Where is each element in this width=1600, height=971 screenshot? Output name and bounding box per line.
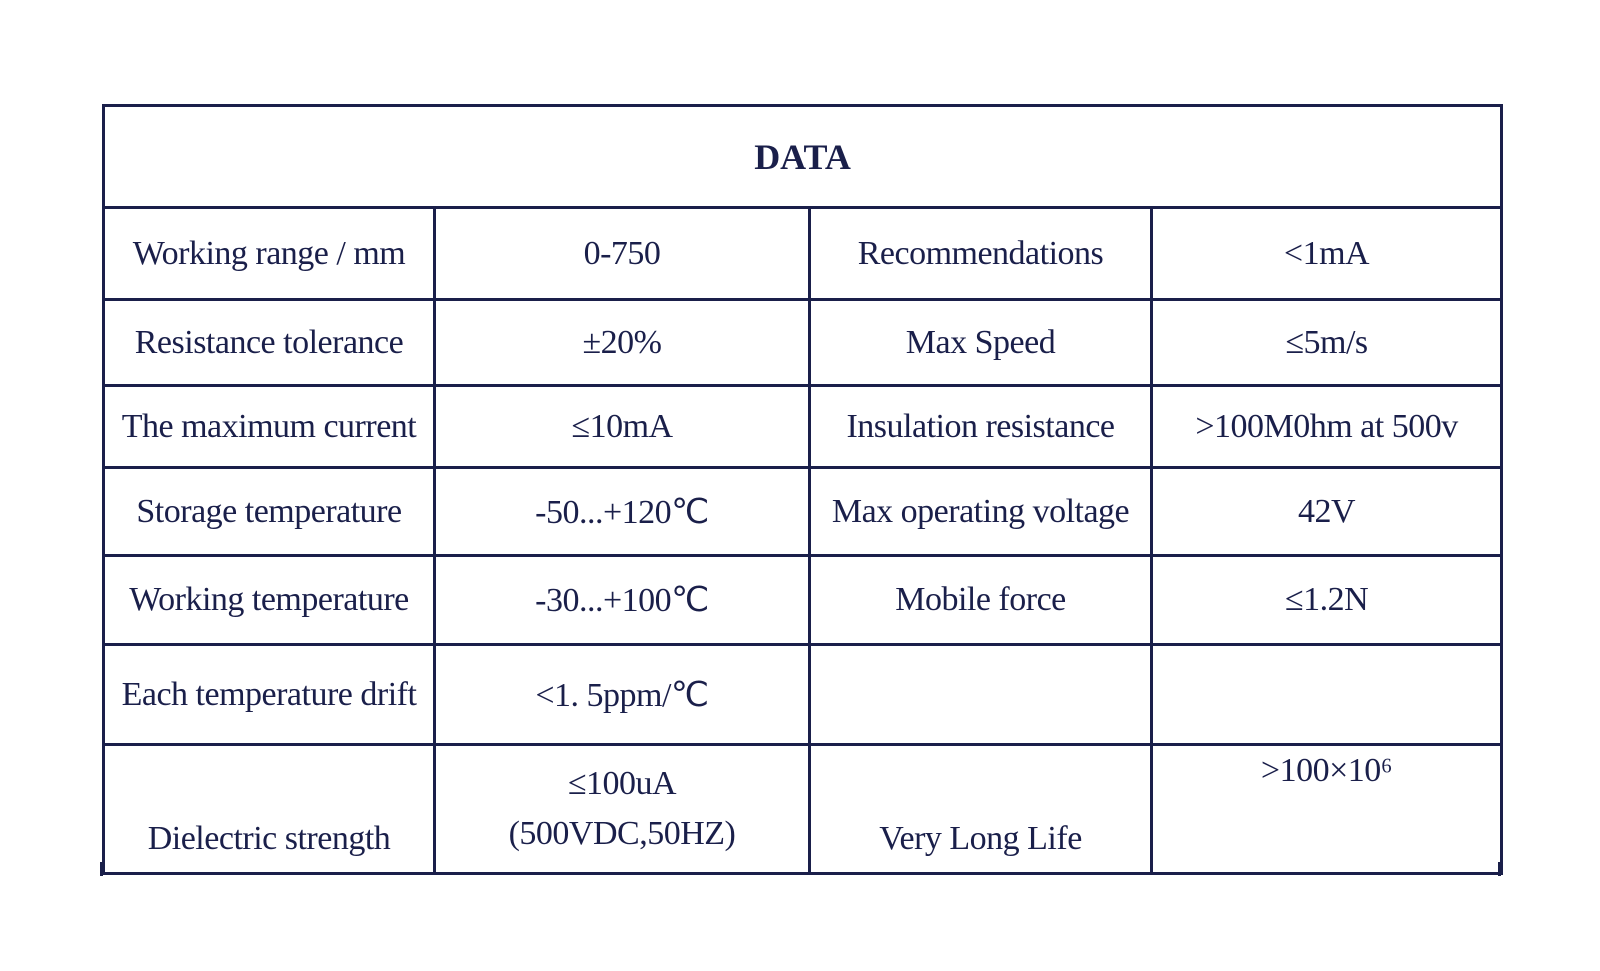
table-cell: >100×10⁶ xyxy=(1149,743,1504,875)
table-row: Resistance tolerance ±20% Max Speed ≤5m/s xyxy=(102,298,1504,387)
table-cell: ≤100uA (500VDC,50HZ) xyxy=(433,743,811,875)
table-cell: Dielectric strength xyxy=(102,743,436,875)
table-cell: <1mA xyxy=(1149,206,1504,301)
table-cell: 0-750 xyxy=(433,206,811,301)
table-cell: -50...+120℃ xyxy=(433,466,811,557)
border-tail xyxy=(100,862,103,876)
table-row: Storage temperature -50...+120℃ Max operat… xyxy=(102,466,1504,557)
table-row: Working range / mm 0-750 Recommendations <1… xyxy=(102,206,1504,301)
table-cell: ≤1.2N xyxy=(1149,554,1504,646)
table-cell: Working temperature xyxy=(102,554,436,646)
table-cell: ≤5m/s xyxy=(1149,298,1504,387)
table-row: Dielectric strength ≤100uA (500VDC,50HZ) Ve… xyxy=(102,743,1504,875)
table-cell: Insulation resistance xyxy=(808,384,1153,469)
table-cell: Recommendations xyxy=(808,206,1153,301)
table-body: Working range / mm 0-750 Recommendations <1… xyxy=(102,206,1504,875)
table-cell: 42V xyxy=(1149,466,1504,557)
table-row: Each temperature drift <1. 5ppm/℃ xyxy=(102,643,1504,746)
cell-line: (500VDC,50HZ) xyxy=(508,815,736,852)
table-title: DATA xyxy=(101,104,1504,209)
table-cell: Resistance tolerance xyxy=(102,298,436,387)
table-cell: Mobile force xyxy=(808,554,1153,646)
table-cell: ≤10mA xyxy=(433,384,811,469)
data-table: DATA Working range / mm 0-750 Recommendati… xyxy=(101,104,1504,875)
empty-cell xyxy=(1149,643,1504,746)
table-cell: >100M0hm at 500v xyxy=(1149,384,1504,469)
header-row: DATA xyxy=(101,104,1504,209)
table-cell: Max Speed xyxy=(808,298,1153,387)
table-cell: ±20% xyxy=(433,298,811,387)
table-row: Working temperature -30...+100℃ Mobile for… xyxy=(102,554,1504,646)
cell-line: ≤100uA xyxy=(567,765,677,802)
table-row: The maximum current ≤10mA Insulation resis… xyxy=(102,384,1504,469)
table-cell: The maximum current xyxy=(102,384,436,469)
table-cell: <1. 5ppm/℃ xyxy=(433,643,811,746)
border-tail xyxy=(1498,862,1501,876)
table-cell: Very Long Life xyxy=(808,743,1153,875)
table-cell: Max operating voltage xyxy=(808,466,1153,557)
table-cell: Working range / mm xyxy=(102,206,436,301)
table-cell: Each temperature drift xyxy=(102,643,436,746)
table-cell: Storage temperature xyxy=(102,466,436,557)
empty-cell xyxy=(808,643,1153,746)
table-cell: -30...+100℃ xyxy=(433,554,811,646)
